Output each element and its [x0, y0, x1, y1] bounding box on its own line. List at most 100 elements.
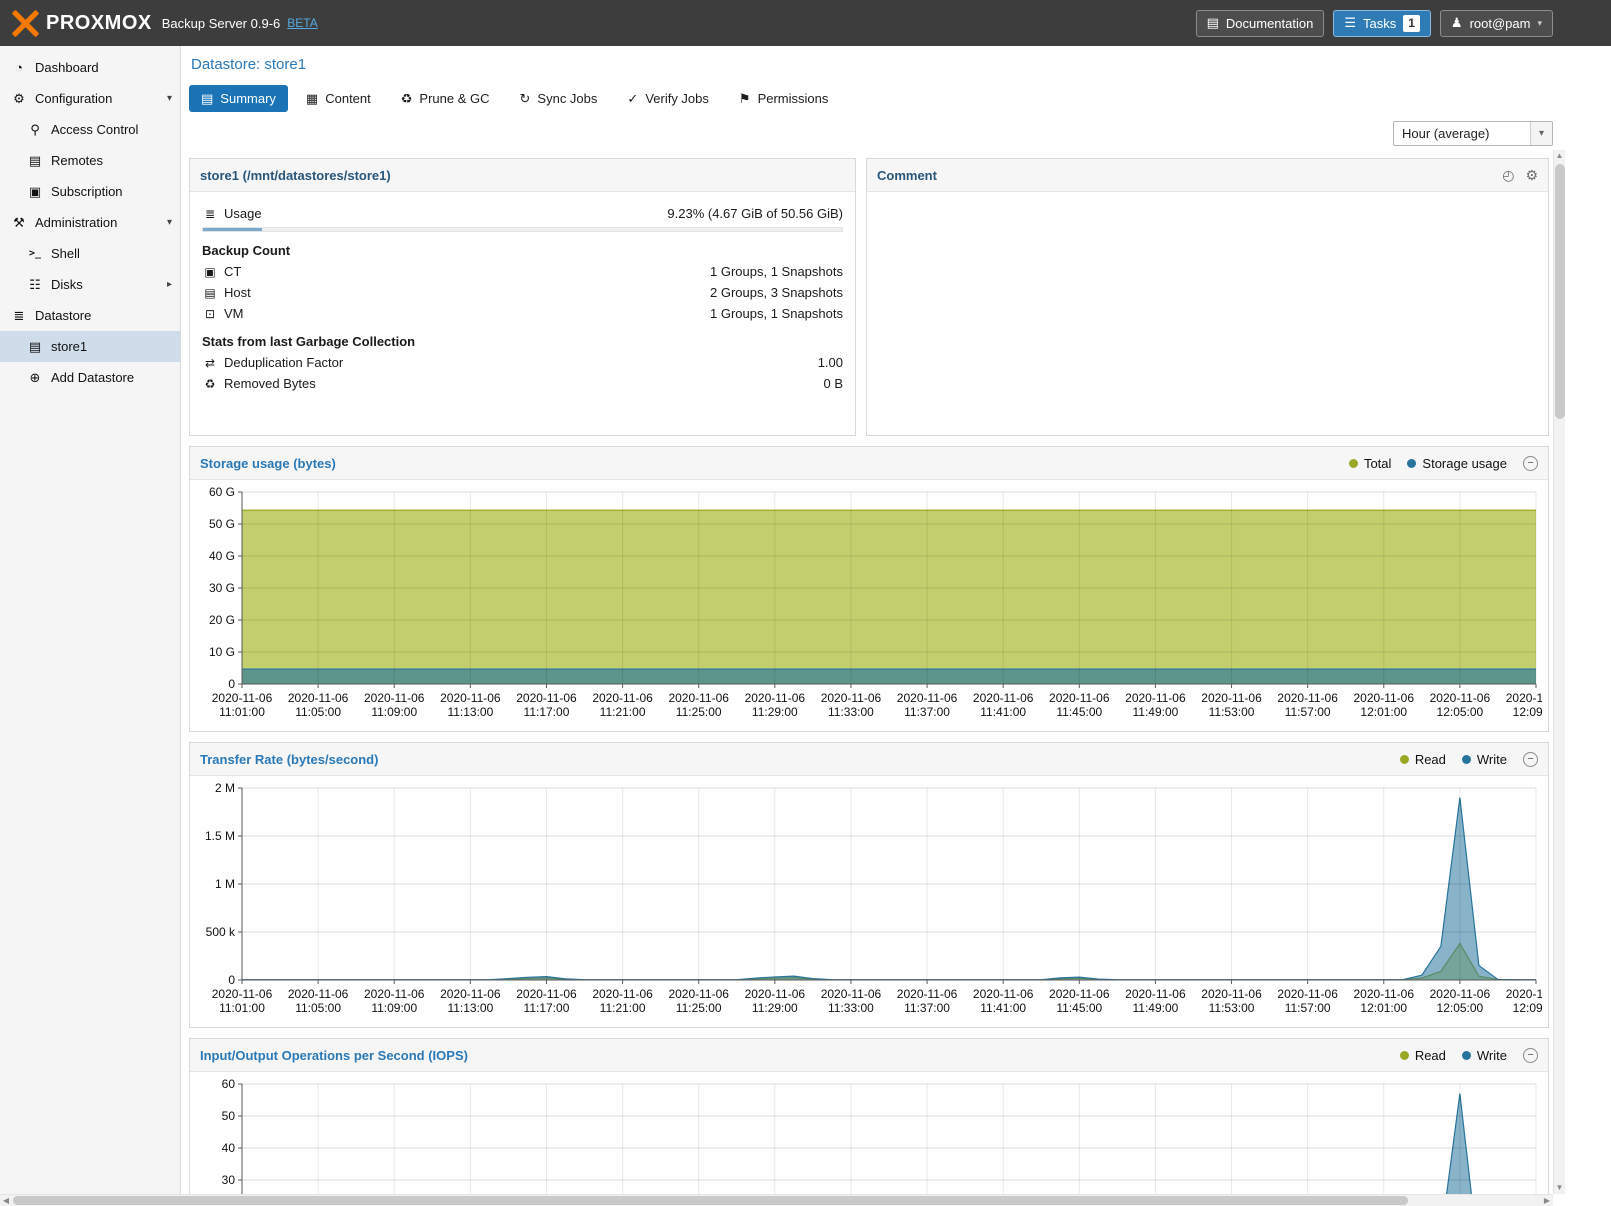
disks-icon: ☷ — [29, 276, 41, 292]
sync-icon: ↻ — [519, 90, 531, 106]
svg-text:11:29:00: 11:29:00 — [752, 705, 798, 719]
legend-item-write[interactable]: Write — [1461, 752, 1507, 767]
svg-text:12:09:00: 12:09:00 — [1513, 705, 1542, 719]
sidebar-item-add-datastore[interactable]: ⊕ Add Datastore — [0, 362, 180, 393]
panel-title: store1 (/mnt/datastores/store1) — [200, 167, 391, 183]
collapse-icon[interactable]: − — [1523, 455, 1538, 471]
sidebar-item-disks[interactable]: ☷ Disks ▸ — [0, 269, 180, 300]
dedup-row: ⇄ Deduplication Factor 1.00 — [202, 353, 843, 372]
svg-text:2020-11-06: 2020-11-06 — [516, 691, 577, 705]
tab-prune-gc[interactable]: ♻ Prune & GC — [389, 85, 502, 112]
tasks-label: Tasks — [1363, 15, 1397, 31]
vertical-scrollbar[interactable]: ▲ ▼ — [1553, 150, 1565, 1194]
iops-chart: 01020304050602020-11-0611:01:002020-11-0… — [222, 1077, 1537, 1206]
chevron-down-icon[interactable]: ▾ — [166, 217, 172, 228]
storage-usage-chart: 010 G20 G30 G40 G50 G60 G2020-11-0611:01… — [209, 485, 1567, 719]
tab-label: Content — [325, 91, 371, 106]
svg-text:11:01:00: 11:01:00 — [219, 705, 265, 719]
horizontal-scrollbar[interactable]: ◀ ▶ — [0, 1194, 1553, 1206]
sidebar-item-label: Remotes — [51, 153, 104, 168]
gear-icon[interactable]: ⚙ — [1525, 166, 1538, 183]
tab-label: Sync Jobs — [537, 91, 598, 106]
legend-dot — [1461, 1050, 1471, 1060]
svg-text:12:09:00: 12:09:00 — [1513, 1001, 1542, 1015]
legend-dot — [1348, 458, 1358, 468]
sidebar-item-access-control[interactable]: ⚲ Access Control — [0, 114, 180, 145]
svg-text:11:33:00: 11:33:00 — [828, 705, 874, 719]
proxmox-brand: PROXMOX — [12, 9, 152, 37]
sidebar-item-store1[interactable]: ▤ store1 — [0, 331, 180, 362]
legend-item-read[interactable]: Read — [1399, 752, 1446, 767]
usage-progress-fill — [203, 228, 262, 231]
sidebar-item-label: Subscription — [51, 184, 123, 199]
collapse-icon[interactable]: − — [1523, 1047, 1538, 1063]
svg-text:11:37:00: 11:37:00 — [904, 705, 950, 719]
svg-text:11:01:00: 11:01:00 — [219, 1001, 265, 1015]
svg-text:2020-11-06: 2020-11-06 — [668, 691, 729, 705]
svg-text:2020-11-06: 2020-11-06 — [821, 691, 882, 705]
collapse-icon[interactable]: − — [1523, 751, 1538, 767]
horizontal-scrollbar-thumb[interactable] — [13, 1196, 1408, 1205]
terminal-icon: >_ — [28, 248, 42, 259]
documentation-button[interactable]: ▤ Documentation — [1195, 9, 1325, 37]
trash-icon: ♻ — [204, 376, 216, 391]
monitor-icon: ⊡ — [204, 306, 216, 321]
sidebar-item-subscription[interactable]: ▣ Subscription — [0, 176, 180, 207]
comment-body[interactable] — [867, 192, 1548, 212]
chevron-down-icon[interactable]: ▾ — [1530, 122, 1552, 145]
legend-label: Read — [1414, 1047, 1446, 1063]
sidebar-item-datastore[interactable]: ≣ Datastore — [0, 300, 180, 331]
grid-icon: ▦ — [305, 90, 319, 106]
sidebar-item-shell[interactable]: >_ Shell — [0, 238, 180, 269]
scroll-right-icon[interactable]: ▶ — [1543, 1196, 1551, 1205]
legend-dot — [1407, 458, 1417, 468]
svg-text:11:09:00: 11:09:00 — [371, 1001, 417, 1015]
scroll-down-icon[interactable]: ▼ — [1555, 1183, 1564, 1192]
svg-text:20 G: 20 G — [209, 613, 235, 627]
svg-text:2 M: 2 M — [215, 782, 235, 795]
server-stack-icon: ▤ — [28, 152, 42, 168]
timeframe-select[interactable]: Hour (average) ▾ — [1393, 121, 1553, 146]
tab-content[interactable]: ▦ Content — [294, 85, 383, 112]
svg-text:11:21:00: 11:21:00 — [600, 1001, 646, 1015]
svg-text:2020-11-06: 2020-11-06 — [821, 987, 882, 1001]
tab-label: Summary — [220, 91, 276, 106]
scroll-up-icon[interactable]: ▲ — [1555, 151, 1564, 160]
chevron-down-icon[interactable]: ▾ — [166, 93, 172, 104]
vertical-scrollbar-thumb[interactable] — [1555, 164, 1565, 419]
user-menu-button[interactable]: ♟ root@pam ▾ — [1439, 9, 1553, 37]
legend-item-write[interactable]: Write — [1461, 1048, 1507, 1063]
legend-item-read[interactable]: Read — [1399, 1047, 1446, 1063]
svg-text:2020-11-06: 2020-11-06 — [364, 691, 425, 705]
legend-item-total[interactable]: Total — [1348, 456, 1391, 471]
check-circle-icon: ✓ — [627, 90, 639, 106]
sidebar-item-dashboard[interactable]: ◔ Dashboard — [0, 52, 180, 83]
user-label: root@pam — [1469, 15, 1531, 31]
panel-title: Transfer Rate (bytes/second) — [200, 751, 379, 767]
legend-label: Storage usage — [1422, 455, 1507, 471]
tasks-button[interactable]: ☰ Tasks 1 — [1333, 9, 1431, 37]
svg-text:11:53:00: 11:53:00 — [1209, 1001, 1255, 1015]
legend-item-storage-usage[interactable]: Storage usage — [1407, 456, 1507, 471]
clock-icon[interactable]: ◴ — [1502, 166, 1515, 183]
svg-text:12:05:00: 12:05:00 — [1437, 705, 1484, 719]
svg-text:11:13:00: 11:13:00 — [447, 705, 493, 719]
tab-summary[interactable]: ▤ Summary — [189, 85, 288, 112]
svg-text:2020-11-06: 2020-11-06 — [745, 987, 806, 1001]
sidebar-item-configuration[interactable]: ⚙ Configuration ▾ — [0, 83, 180, 114]
scroll-left-icon[interactable]: ◀ — [2, 1196, 10, 1205]
tab-verify-jobs[interactable]: ✓ Verify Jobs — [615, 85, 721, 112]
removed-bytes-row: ♻ Removed Bytes 0 B — [202, 374, 843, 393]
tab-sync-jobs[interactable]: ↻ Sync Jobs — [508, 85, 610, 112]
sidebar-item-remotes[interactable]: ▤ Remotes — [0, 145, 180, 176]
tab-permissions[interactable]: ⚑ Permissions — [727, 85, 840, 112]
panel-title: Storage usage (bytes) — [200, 455, 336, 471]
sidebar-item-administration[interactable]: ⚒ Administration ▾ — [0, 207, 180, 238]
beta-link[interactable]: BETA — [287, 16, 318, 30]
svg-text:2020-11-06: 2020-11-06 — [1506, 987, 1542, 1001]
usage-value: 9.23% (4.67 GiB of 50.56 GiB) — [667, 206, 843, 221]
svg-text:2020-11-06: 2020-11-06 — [1506, 691, 1542, 705]
usage-label: Usage — [224, 206, 262, 221]
chevron-right-icon[interactable]: ▸ — [166, 279, 172, 290]
svg-text:11:05:00: 11:05:00 — [295, 705, 341, 719]
